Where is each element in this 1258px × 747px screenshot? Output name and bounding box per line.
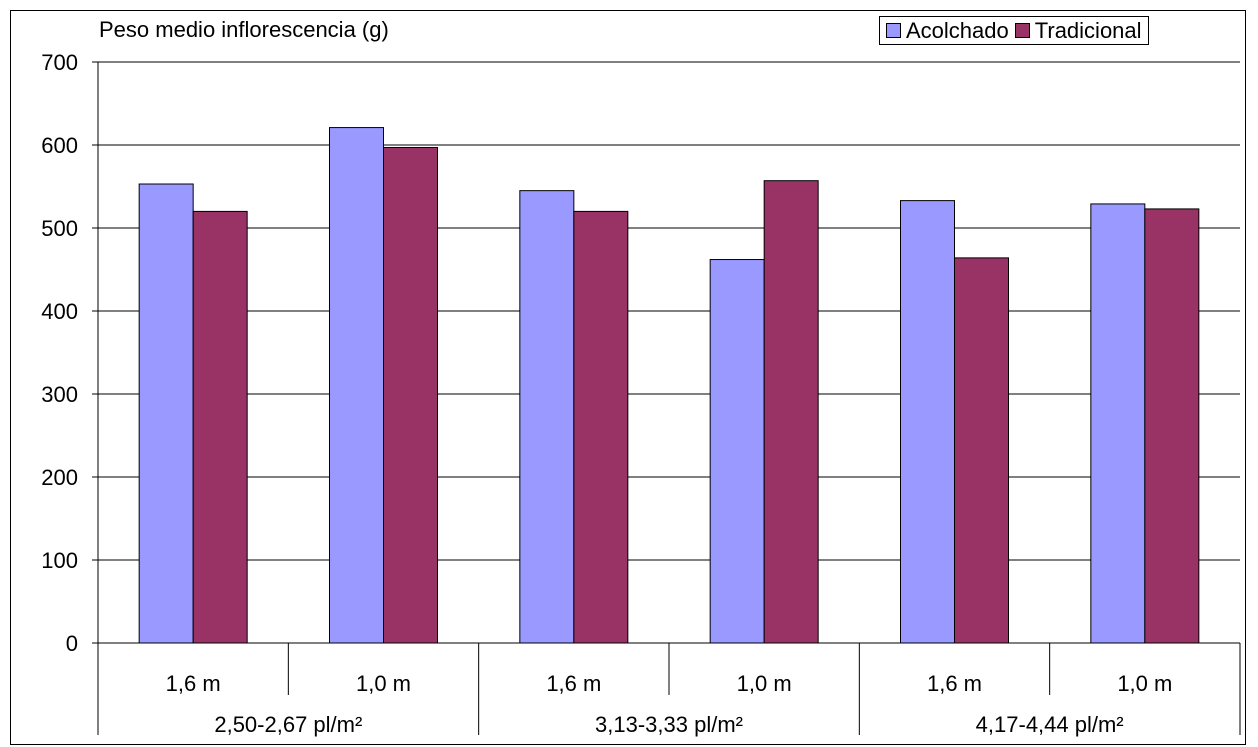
y-tick-label: 600 (41, 133, 78, 158)
gridlines (98, 61, 1240, 561)
legend: Acolchado Tradicional (879, 16, 1149, 45)
y-tick-label: 300 (41, 382, 78, 407)
legend-item-tradicional: Tradicional (1014, 17, 1142, 44)
x-tick-labels: 1,6 m 1,0 m 1,6 m 1,0 m 1,6 m 1,0 m 2,50-2,67 … (166, 671, 1173, 737)
bar-acolchado (709, 259, 765, 644)
legend-label-acolchado: Acolchado (906, 17, 1009, 43)
y-tick-label: 200 (41, 465, 78, 490)
bar-acolchado (1090, 203, 1146, 644)
y-tick-label: 400 (41, 299, 78, 324)
group-label: 2,50-2,67 pl/m² (214, 712, 362, 737)
x-tick-label: 1,6 m (927, 671, 982, 696)
bar-tradicional (573, 210, 629, 644)
legend-swatch-acolchado (886, 23, 901, 38)
bar-tradicional (954, 257, 1009, 644)
legend-label-tradicional: Tradicional (1034, 17, 1142, 43)
bar-tradicional (192, 210, 248, 644)
y-tick-label: 0 (66, 631, 78, 656)
x-tick-label: 1,6 m (166, 671, 221, 696)
x-tick-label: 1,0 m (1117, 671, 1172, 696)
bar-acolchado (138, 183, 194, 644)
legend-swatch-tradicional (1014, 23, 1030, 38)
bars (138, 127, 1200, 644)
y-tick-label: 100 (41, 548, 78, 573)
y-axis-title: Peso medio inflorescencia (g) (99, 17, 389, 42)
bar-acolchado (900, 200, 955, 644)
y-tick-label: 500 (41, 216, 78, 241)
x-tick-label: 1,0 m (356, 671, 411, 696)
bar-tradicional (383, 146, 438, 644)
bar-tradicional (1144, 208, 1200, 644)
bar-tradicional (763, 180, 819, 644)
y-tick-label: 700 (41, 50, 78, 75)
bar-acolchado (519, 190, 575, 644)
group-label: 3,13-3,33 pl/m² (595, 712, 743, 737)
bar-acolchado (329, 127, 384, 644)
x-tick-label: 1,0 m (737, 671, 792, 696)
legend-item-acolchado: Acolchado (886, 18, 1009, 44)
x-tick-label: 1,6 m (546, 671, 601, 696)
axes (92, 61, 1241, 735)
group-label: 4,17-4,44 pl/m² (976, 712, 1124, 737)
y-tick-labels: 0 100 200 300 400 500 600 700 (41, 50, 78, 656)
